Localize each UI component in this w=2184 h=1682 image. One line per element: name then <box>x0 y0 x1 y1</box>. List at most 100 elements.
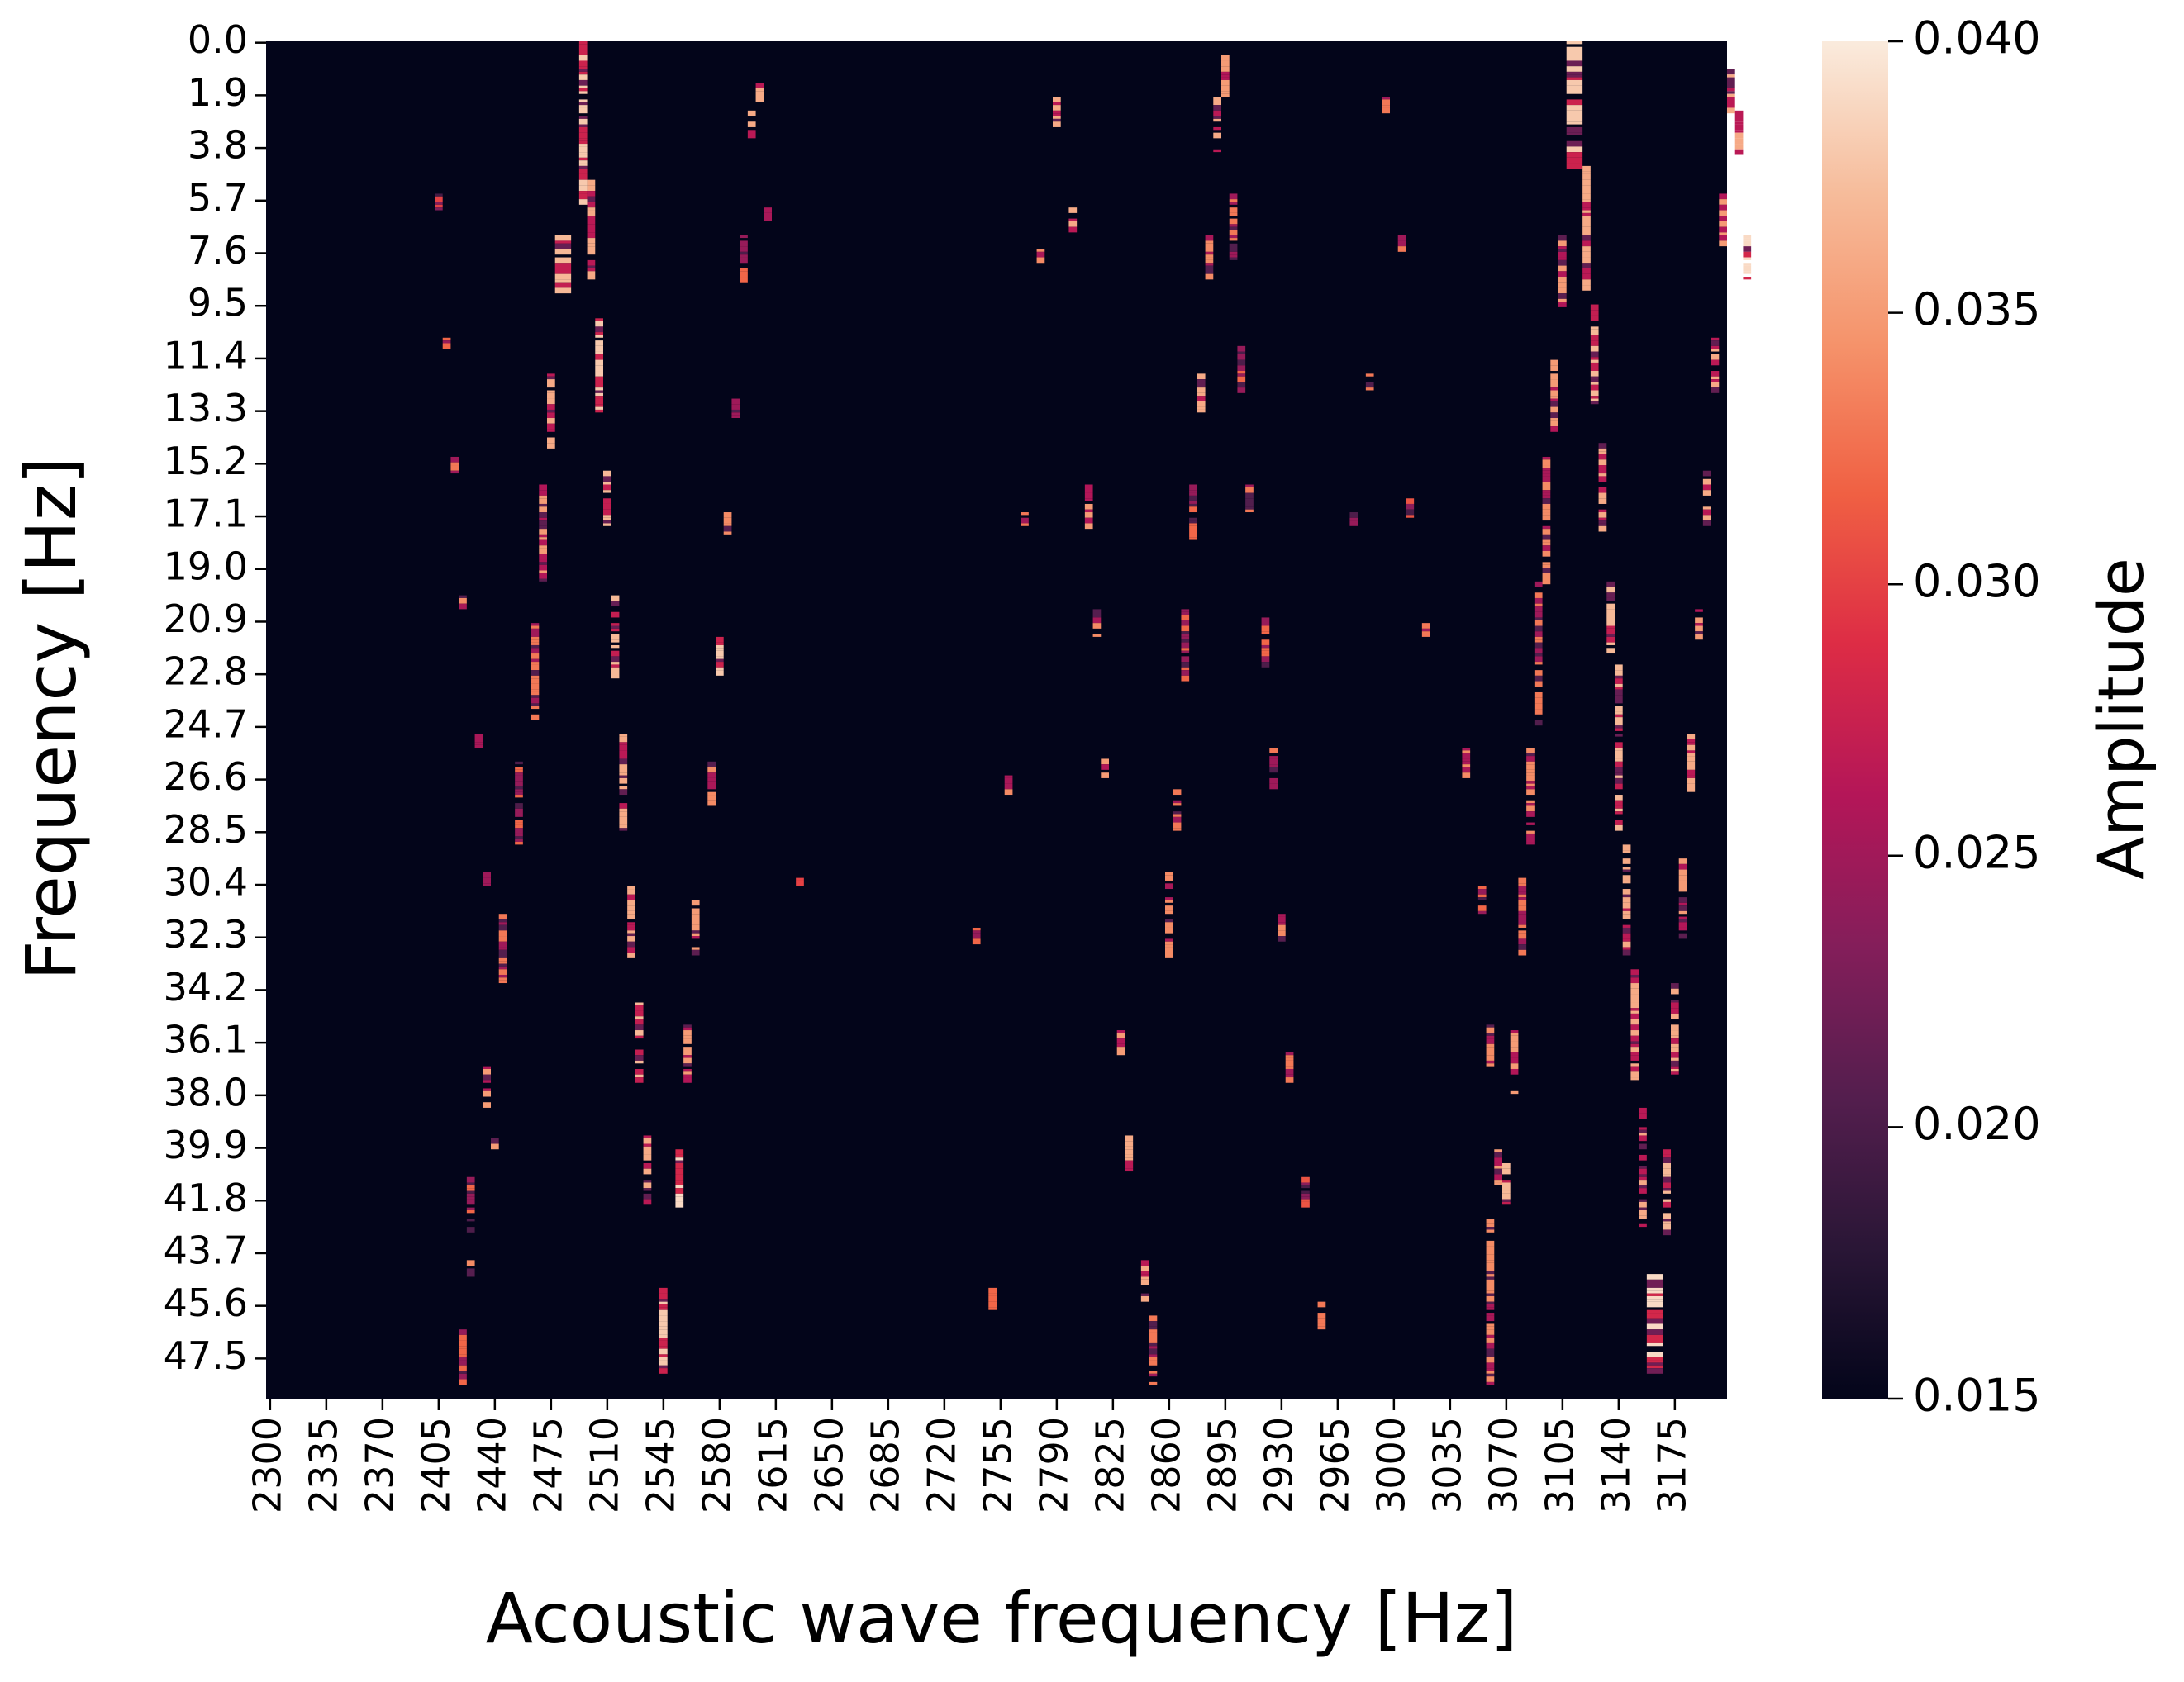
heatmap-cell <box>1462 748 1471 751</box>
heatmap-cell <box>1197 401 1206 407</box>
heatmap-cell <box>1630 969 1639 975</box>
heatmap-cell <box>1622 914 1631 919</box>
heatmap-cell <box>1550 401 1558 407</box>
heatmap-cell <box>435 196 443 202</box>
heatmap-cell <box>611 623 620 626</box>
heatmap-cell <box>459 1365 467 1371</box>
heatmap-cell <box>1582 230 1591 235</box>
heatmap-cell <box>531 678 540 684</box>
heatmap-cell <box>1189 492 1197 496</box>
y-tick-label: 28.5 <box>164 807 248 852</box>
heatmap-cell <box>1639 1133 1647 1136</box>
heatmap-cell <box>1518 930 1527 934</box>
heatmap-cell <box>1678 880 1687 886</box>
heatmap-cell <box>1486 1024 1495 1028</box>
colorbar-tick-label: 0.015 <box>1913 1370 2041 1422</box>
heatmap-cell <box>1558 293 1567 297</box>
x-tick-label: 2615 <box>750 1417 795 1513</box>
heatmap-cell <box>554 257 572 264</box>
heatmap-cell <box>683 1024 692 1028</box>
colorbar-tick-label: 0.035 <box>1913 283 2041 335</box>
heatmap-cell <box>595 318 603 321</box>
heatmap-cell <box>1622 875 1631 881</box>
y-axis: 0.0 1.9 3.8 5.7 7.6 9.5 11.4 13.3 15.2 17.1 19.0 20… <box>164 17 266 1378</box>
y-tick-label: 9.5 <box>188 281 248 325</box>
heatmap-cell <box>1550 359 1558 366</box>
heatmap-cell <box>1590 326 1599 330</box>
heatmap-cell <box>1084 523 1093 530</box>
heatmap-cell <box>587 271 596 278</box>
heatmap-cell <box>459 597 467 604</box>
heatmap-cell <box>1590 315 1599 321</box>
heatmap-cell <box>1526 781 1535 784</box>
heatmap-cell <box>1181 611 1190 615</box>
heatmap-cell <box>1639 1143 1647 1150</box>
y-tick-label: 20.9 <box>164 596 248 641</box>
heatmap-cell <box>1534 620 1543 626</box>
heatmap-cell <box>578 138 588 141</box>
heatmap-cell <box>1245 487 1254 493</box>
heatmap-cell <box>627 922 635 925</box>
heatmap-cell <box>619 777 628 784</box>
heatmap-cell <box>1494 1162 1502 1166</box>
y-tick-label: 0.0 <box>188 17 248 62</box>
heatmap-cell <box>498 914 507 919</box>
heatmap-cell <box>611 611 620 618</box>
heatmap-cell <box>1053 113 1061 116</box>
heatmap-cell <box>691 933 700 937</box>
heatmap-cell <box>1189 495 1197 501</box>
heatmap-cell <box>578 140 588 145</box>
heatmap-cell <box>1590 349 1599 352</box>
heatmap-cell <box>1486 1271 1495 1275</box>
heatmap-cell <box>1639 1180 1647 1185</box>
heatmap-cell <box>1743 235 1752 239</box>
heatmap-cell <box>1671 1057 1679 1061</box>
heatmap-cell <box>1301 1196 1310 1200</box>
x-tick-label: 2930 <box>1256 1417 1301 1513</box>
heatmap-cell <box>1486 1315 1495 1322</box>
heatmap-cell <box>578 60 588 67</box>
heatmap-cell <box>1622 908 1631 911</box>
heatmap-cell <box>1406 509 1415 516</box>
y-tick-label: 22.8 <box>164 649 248 694</box>
heatmap-cell <box>1615 783 1623 790</box>
heatmap-cell <box>466 1188 475 1191</box>
heatmap-cell <box>539 559 547 563</box>
heatmap-cell <box>539 484 547 491</box>
heatmap-cell <box>723 531 732 535</box>
heatmap-cell <box>1237 376 1246 382</box>
heatmap-cell <box>683 1027 692 1031</box>
heatmap-cell <box>1678 902 1687 906</box>
heatmap-cell <box>627 900 635 906</box>
heatmap-cell <box>515 775 523 782</box>
heatmap-cell <box>578 66 588 69</box>
heatmap-cell <box>1558 246 1567 249</box>
heatmap-cell <box>1269 748 1278 753</box>
heatmap-cell <box>1004 775 1013 778</box>
heatmap-cell <box>1558 287 1567 294</box>
x-tick-label: 3035 <box>1425 1417 1469 1513</box>
x-tick-label: 2825 <box>1087 1417 1132 1513</box>
heatmap-cell <box>1173 816 1182 823</box>
heatmap-cell <box>1221 93 1230 97</box>
heatmap-cell <box>1615 750 1623 753</box>
heatmap-cell <box>515 820 523 823</box>
x-tick-label: 2475 <box>526 1417 570 1513</box>
heatmap-cell <box>435 204 443 208</box>
heatmap-cell <box>1269 764 1278 767</box>
heatmap-cell <box>1189 503 1197 507</box>
heatmap-cell <box>1502 1182 1511 1185</box>
heatmap-cell <box>1550 379 1558 382</box>
heatmap-cell <box>716 670 724 676</box>
heatmap-cell <box>1477 889 1487 895</box>
heatmap-cell <box>1630 1063 1639 1067</box>
heatmap-cell <box>1727 102 1735 108</box>
heatmap-cell <box>1477 905 1487 911</box>
heatmap-cell <box>691 908 700 915</box>
heatmap-cell <box>1237 351 1246 354</box>
heatmap-cell <box>1590 398 1599 401</box>
heatmap-cell <box>1165 944 1173 948</box>
heatmap-cell <box>539 531 547 535</box>
heatmap-cell <box>1189 520 1197 524</box>
heatmap-cell <box>1566 105 1583 111</box>
